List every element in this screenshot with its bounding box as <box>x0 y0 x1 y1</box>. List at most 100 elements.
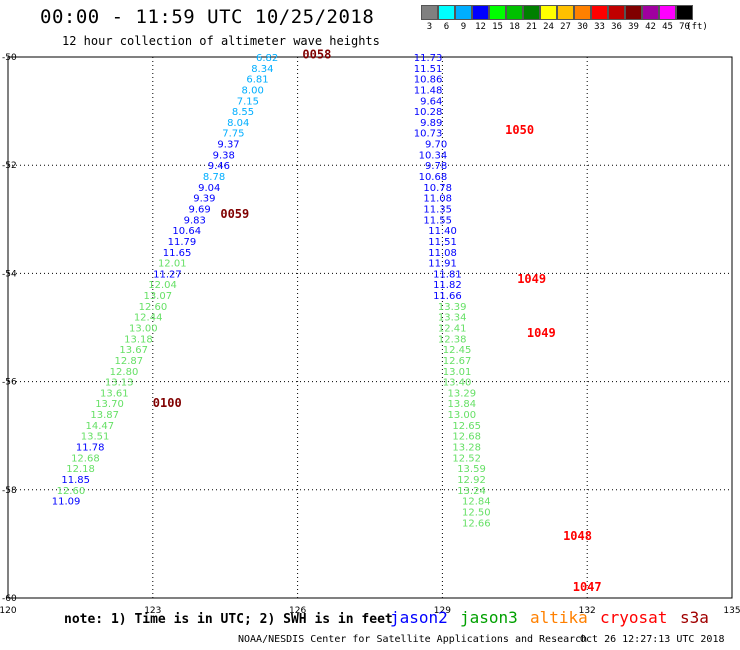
track-b-value: 12.45 <box>443 345 472 356</box>
track-a-value: 12.87 <box>115 356 144 367</box>
time-label: 1049 <box>517 272 546 286</box>
track-b-value: 10.78 <box>423 183 452 194</box>
track-b-value: 11.55 <box>423 215 452 226</box>
track-b-value: 11.73 <box>414 53 443 64</box>
track-a-value: 9.46 <box>208 161 230 172</box>
satellite-jason2: jason2 <box>390 608 448 627</box>
track-b-value: 13.84 <box>448 399 477 410</box>
legend-swatch-42 <box>642 5 659 20</box>
track-a-value: 6.82 <box>256 53 278 64</box>
track-a-value: 10.64 <box>172 226 201 237</box>
track-b-value: 13.29 <box>448 388 477 399</box>
track-a-value: 9.04 <box>198 183 220 194</box>
track-a-value: 7.75 <box>222 129 244 140</box>
track-a-value: 11.79 <box>168 237 197 248</box>
track-b-value: 9.70 <box>425 140 447 151</box>
legend-label-15: 15 <box>492 22 503 32</box>
legend-label-3: 3 <box>426 22 433 32</box>
track-b-value: 13.01 <box>443 367 472 378</box>
track-a-value: 8.04 <box>227 118 249 129</box>
y-tick--58: -58 <box>2 486 17 496</box>
legend-label-33: 33 <box>594 22 605 32</box>
track-b-value: 11.35 <box>423 204 452 215</box>
track-b-value: 9.89 <box>420 118 442 129</box>
x-tick-132: 132 <box>579 606 596 616</box>
track-a-value: 7.15 <box>237 96 259 107</box>
track-b-value: 11.66 <box>433 291 462 302</box>
legend-label-24: 24 <box>543 22 554 32</box>
time-label: 0058 <box>302 47 331 61</box>
track-b-value: 12.38 <box>438 334 467 345</box>
track-a-value: 9.69 <box>188 204 210 215</box>
y-tick--52: -52 <box>2 161 17 171</box>
track-a-value: 11.65 <box>163 248 192 259</box>
track-b-value: 12.84 <box>462 497 491 508</box>
track-a-value: 11.85 <box>61 475 90 486</box>
time-label: 1050 <box>505 123 534 137</box>
track-b-value: 12.65 <box>452 421 481 432</box>
track-b-value: 10.28 <box>414 107 443 118</box>
legend-label-18: 18 <box>509 22 520 32</box>
legend-swatch-30 <box>574 5 591 20</box>
track-a-value: 12.04 <box>148 280 177 291</box>
track-a-value: 13.51 <box>81 432 110 443</box>
y-tick--56: -56 <box>2 378 17 388</box>
track-b-value: 11.51 <box>414 64 443 75</box>
time-label: 1047 <box>573 580 602 594</box>
track-a-value: 12.18 <box>66 464 95 475</box>
legend-label-36: 36 <box>611 22 622 32</box>
track-b-value: 13.28 <box>452 443 481 454</box>
x-tick-135: 135 <box>723 606 740 616</box>
x-tick-126: 126 <box>289 606 306 616</box>
legend-swatch-27 <box>557 5 574 20</box>
satellite-altika: altika <box>530 608 588 627</box>
legend-label-39: 39 <box>628 22 639 32</box>
track-a-value: 12.60 <box>57 486 86 497</box>
track-a-value: 8.34 <box>251 64 273 75</box>
track-b-value: 9.64 <box>420 96 442 107</box>
track-a-value: 12.60 <box>139 302 168 313</box>
track-a-value: 8.55 <box>232 107 254 118</box>
y-tick--54: -54 <box>2 269 17 279</box>
track-a-value: 9.83 <box>184 215 206 226</box>
legend-swatch-9 <box>455 5 472 20</box>
legend-label-9: 9 <box>460 22 467 32</box>
time-label: 0059 <box>220 207 249 221</box>
legend-unit: (ft) <box>686 22 708 32</box>
track-b-value: 13.00 <box>448 410 477 421</box>
track-b-value: 10.34 <box>419 150 448 161</box>
legend-label-70: 70 <box>679 22 690 32</box>
track-a-value: 13.18 <box>124 334 153 345</box>
color-legend: 3 6 9 12 15 18 21 24 27 30 33 36 39 42 45 70 (ft) <box>421 5 708 34</box>
track-a-value: 11.09 <box>52 497 81 508</box>
legend-swatch-18 <box>506 5 523 20</box>
track-b-value: 13.59 <box>457 464 486 475</box>
track-a-value: 8.00 <box>242 85 264 96</box>
track-b-value: 11.81 <box>433 269 462 280</box>
track-b-value: 13.39 <box>438 302 467 313</box>
page-subtitle: 12 hour collection of altimeter wave hei… <box>62 34 380 48</box>
time-label: 1048 <box>563 529 592 543</box>
footer-credit: NOAA/NESDIS Center for Satellite Applica… <box>238 634 588 645</box>
track-b-value: 11.48 <box>414 85 443 96</box>
track-b-value: 12.50 <box>462 507 491 518</box>
legend-label-30: 30 <box>577 22 588 32</box>
legend-swatch-39 <box>625 5 642 20</box>
legend-swatch-15 <box>489 5 506 20</box>
x-tick-129: 129 <box>434 606 451 616</box>
track-b-value: 12.68 <box>452 432 481 443</box>
legend-swatch-36 <box>608 5 625 20</box>
y-tick--60: -60 <box>2 594 17 604</box>
track-b-value: 11.08 <box>428 248 457 259</box>
track-a-value: 13.87 <box>90 410 119 421</box>
footer-timestamp: Oct 26 12:27:13 UTC 2018 <box>580 634 725 645</box>
track-a-value: 14.47 <box>86 421 115 432</box>
track-b-value: 10.86 <box>414 75 443 86</box>
track-b-value: 12.66 <box>462 518 491 529</box>
track-a-value: 13.00 <box>129 324 158 335</box>
track-a-value: 9.39 <box>193 194 215 205</box>
track-a-value: 9.38 <box>213 150 235 161</box>
track-a-value: 12.80 <box>110 367 139 378</box>
satellite-s3a: s3a <box>680 608 709 627</box>
